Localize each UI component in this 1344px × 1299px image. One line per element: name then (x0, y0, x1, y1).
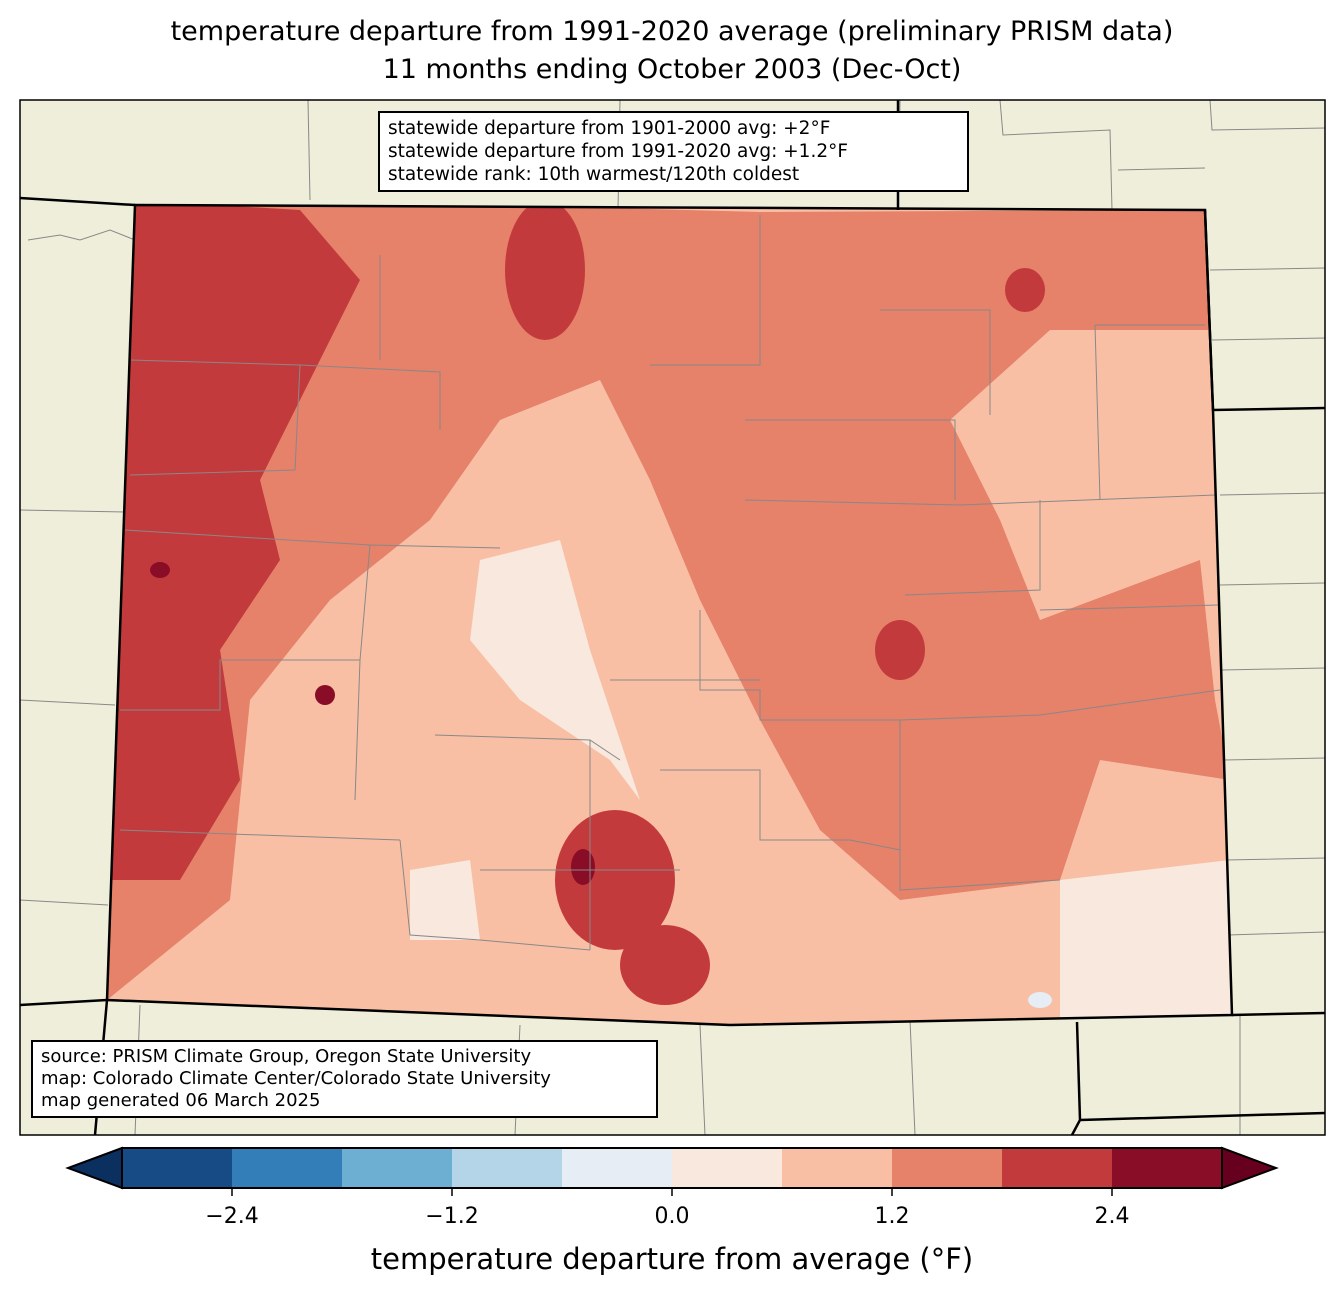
colorbar-tick-label: 0.0 (654, 1204, 690, 1229)
source-line2: map: Colorado Climate Center/Colorado St… (41, 1068, 551, 1089)
source-box: source: PRISM Climate Group, Oregon Stat… (31, 1040, 658, 1118)
county-lines (119, 215, 1221, 951)
statewide-stats-box: statewide departure from 1901-2000 avg: … (378, 111, 969, 192)
colorbar-over-extension (1221, 1146, 1279, 1190)
stats-line2: statewide departure from 1991-2020 avg: … (388, 141, 848, 162)
colorbar-segment (672, 1148, 783, 1188)
colorbar-tick-label: −1.2 (425, 1204, 479, 1229)
colorbar-segment (1112, 1148, 1223, 1188)
colorbar-under-extension (65, 1146, 123, 1190)
colorbar-tick-label: 2.4 (1094, 1204, 1130, 1229)
source-line3: map generated 06 March 2025 (41, 1090, 321, 1111)
colorbar-tick-label: 1.2 (874, 1204, 910, 1229)
colorbar-segment (452, 1148, 563, 1188)
source-line1: source: PRISM Climate Group, Oregon Stat… (41, 1046, 532, 1067)
map-frame (19, 99, 1326, 1136)
chart-title-line1: temperature departure from 1991-2020 ave… (170, 16, 1174, 47)
colorbar-segment (782, 1148, 893, 1188)
colorbar-tick-label: −2.4 (205, 1204, 259, 1229)
colorbar (65, 1146, 1279, 1196)
stats-line3: statewide rank: 10th warmest/120th colde… (388, 164, 800, 185)
colorado-field (105, 203, 1234, 1027)
colorbar-segment (342, 1148, 453, 1188)
colorbar-segment (1002, 1148, 1113, 1188)
colorbar-segment (562, 1148, 673, 1188)
colorbar-segment (892, 1148, 1003, 1188)
chart-title-line2: 11 months ending October 2003 (Dec-Oct) (382, 54, 962, 85)
colorbar-label: temperature departure from average (°F) (370, 1242, 974, 1276)
colorbar-segment (232, 1148, 343, 1188)
colorbar-segment (122, 1148, 233, 1188)
stats-line1: statewide departure from 1901-2000 avg: … (388, 118, 831, 139)
